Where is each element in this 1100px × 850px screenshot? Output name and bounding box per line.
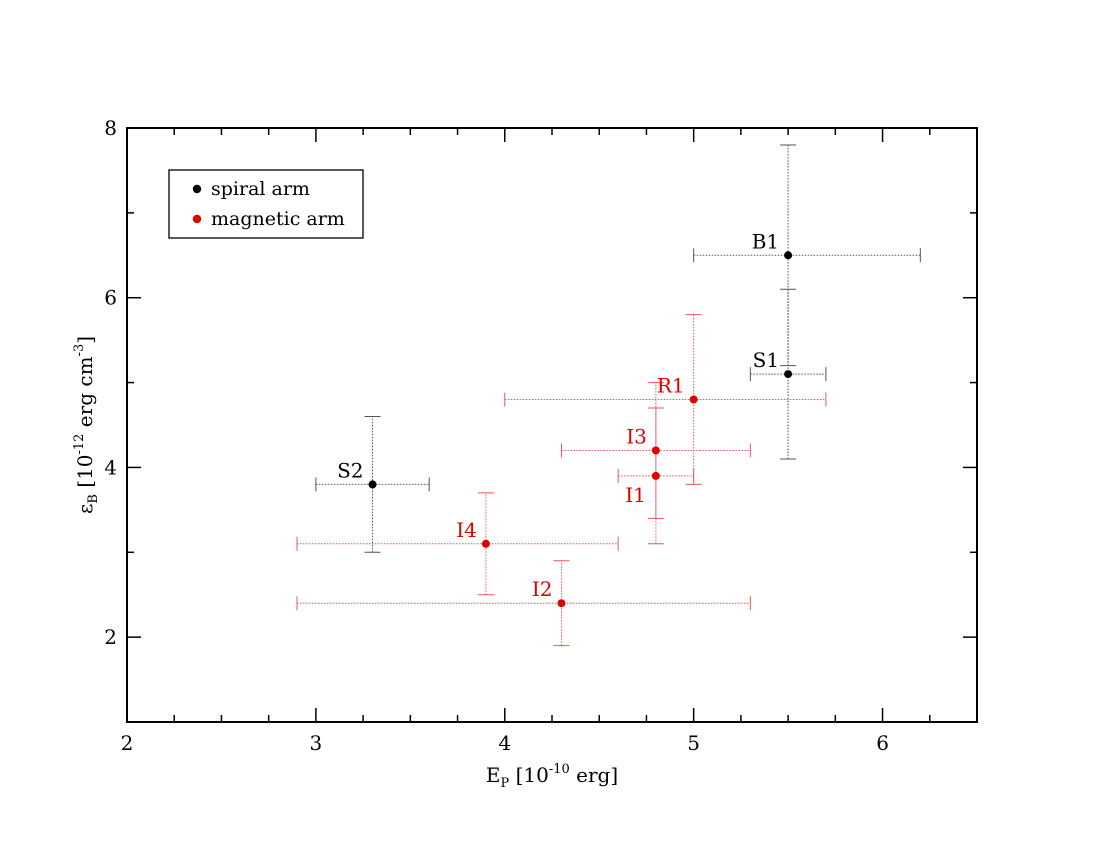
data-point-b1 — [784, 251, 793, 260]
x-axis-label: EP [10-10 erg] — [486, 762, 618, 791]
x-tick-label: 2 — [121, 731, 134, 755]
tick-labels: 2 3 4 5 6 2 4 6 8 — [104, 116, 889, 755]
data-point-i4 — [481, 539, 490, 548]
error-bars — [296, 144, 921, 647]
point-label-i1: I1 — [625, 483, 646, 507]
x-tick-label: 5 — [687, 731, 700, 755]
legend-box — [168, 169, 364, 239]
legend: spiral arm magnetic arm — [168, 169, 364, 239]
legend-label-spiral-arm: spiral arm — [211, 178, 310, 200]
error-bar-r1 — [504, 314, 827, 485]
data-points — [368, 251, 793, 608]
data-point-i3 — [651, 446, 660, 455]
data-point-i1 — [651, 471, 660, 480]
y-tick-label: 2 — [104, 625, 117, 649]
x-tick-label: 3 — [310, 731, 323, 755]
error-bar-s2 — [315, 416, 430, 553]
legend-marker-magnetic-arm — [192, 214, 202, 224]
error-bar-b1 — [693, 144, 921, 367]
data-point-i2 — [557, 599, 566, 608]
point-label-b1: B1 — [752, 229, 779, 253]
y-tick-label: 8 — [104, 116, 117, 140]
error-bar-i1 — [617, 407, 695, 545]
legend-label-magnetic-arm: magnetic arm — [211, 208, 345, 230]
x-tick-label: 6 — [876, 731, 889, 755]
point-label-i4: I4 — [456, 518, 477, 542]
legend-marker-spiral-arm — [192, 184, 202, 194]
point-label-r1: R1 — [657, 374, 685, 398]
error-bar-i2 — [296, 560, 751, 647]
axis-ticks — [126, 127, 978, 723]
point-label-s2: S2 — [337, 458, 363, 482]
y-tick-label: 6 — [104, 286, 117, 310]
y-tick-label: 4 — [104, 455, 117, 479]
point-label-s1: S1 — [753, 348, 779, 372]
point-label-i2: I2 — [532, 577, 553, 601]
data-point-r1 — [689, 395, 698, 404]
data-point-s1 — [784, 370, 793, 379]
data-point-s2 — [368, 480, 377, 489]
point-labels: B1 S1 S2 R1 I3 I1 I4 I2 — [337, 229, 779, 601]
point-label-i3: I3 — [626, 424, 647, 448]
y-axis-label: εB [10-12 erg cm-3] — [72, 336, 101, 514]
x-tick-label: 4 — [498, 731, 511, 755]
error-bar-i4 — [296, 492, 619, 596]
